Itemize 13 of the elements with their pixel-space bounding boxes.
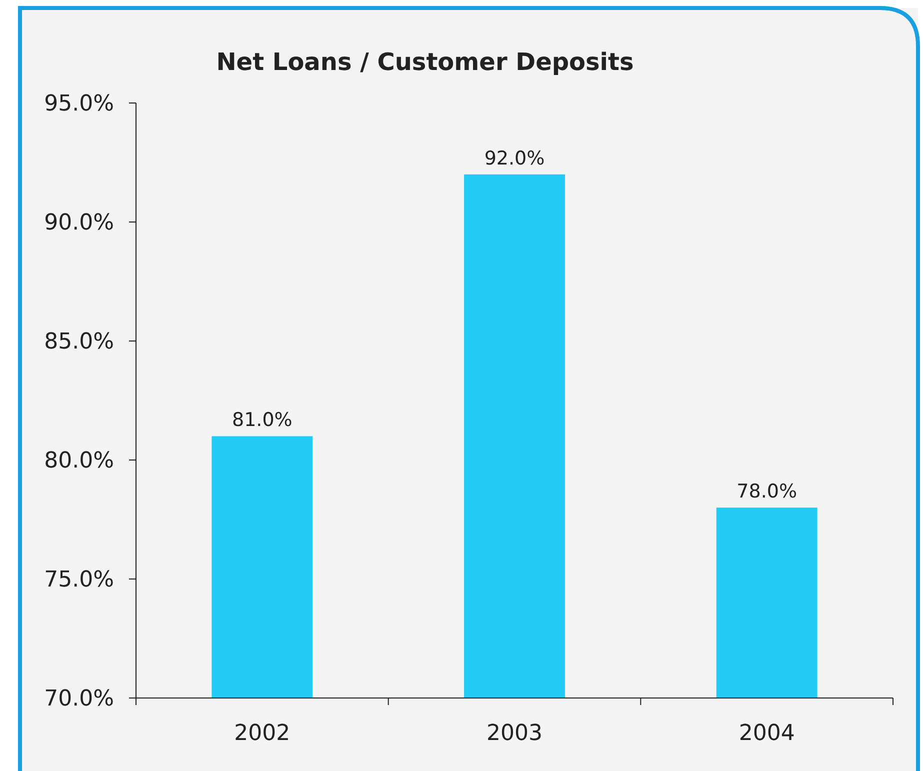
x-tick-label: 2003 (486, 721, 542, 746)
data-label: 78.0% (736, 480, 798, 503)
y-tick-label: 75.0% (44, 568, 114, 593)
data-label: 81.0% (232, 409, 292, 432)
y-tick-label: 95.0% (44, 92, 114, 117)
y-tick-label: 80.0% (44, 448, 114, 474)
data-label: 92.0% (484, 147, 545, 170)
y-tick-label: 90.0% (44, 210, 114, 236)
y-tick-label: 70.0% (44, 686, 114, 712)
x-tick-label: 2004 (738, 721, 795, 746)
y-tick-label: 85.0% (44, 330, 114, 355)
chart-title: Net Loans / Customer Deposits (216, 48, 634, 76)
x-tick-label: 2002 (234, 721, 290, 746)
